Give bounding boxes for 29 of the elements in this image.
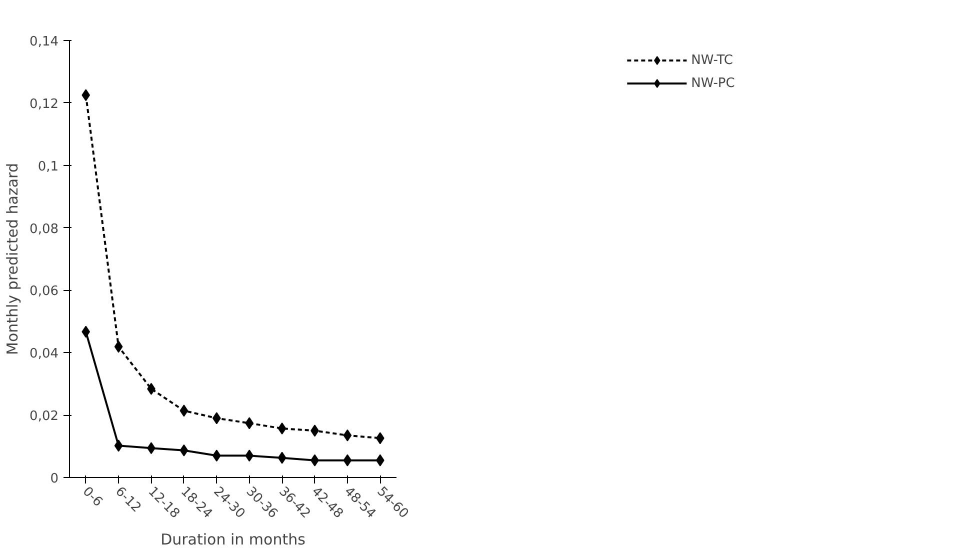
y-tick-label: 0,08 [30,222,59,237]
y-tick-label: 0,1 [38,159,59,174]
point [278,422,286,434]
point [82,89,90,102]
point [343,429,352,442]
point [245,450,254,462]
y-tick-label: 0,06 [30,284,59,300]
point [212,412,221,424]
point [245,417,254,430]
point [180,444,188,456]
y-tick-label: 0,04 [30,346,59,362]
point [278,452,286,464]
point [376,454,384,466]
y-tick-label: 0,12 [30,96,59,112]
y-axis-title: Monthly predicted hazard [4,163,22,355]
point [180,404,188,417]
point [114,340,123,353]
x-axis-title: Duration in months [160,530,306,548]
point [114,440,123,452]
point [212,450,221,462]
x-tick-label: 0-6 [79,484,106,510]
point [343,454,352,466]
point [82,326,90,338]
legend-label: NW-PC [691,76,735,90]
y-tick-label: 0,02 [30,409,59,424]
y-tick-label: 0,14 [30,34,59,50]
legend-label: NW-TC [691,52,733,68]
y-tick-label: 0 [50,472,59,486]
point [376,432,384,444]
